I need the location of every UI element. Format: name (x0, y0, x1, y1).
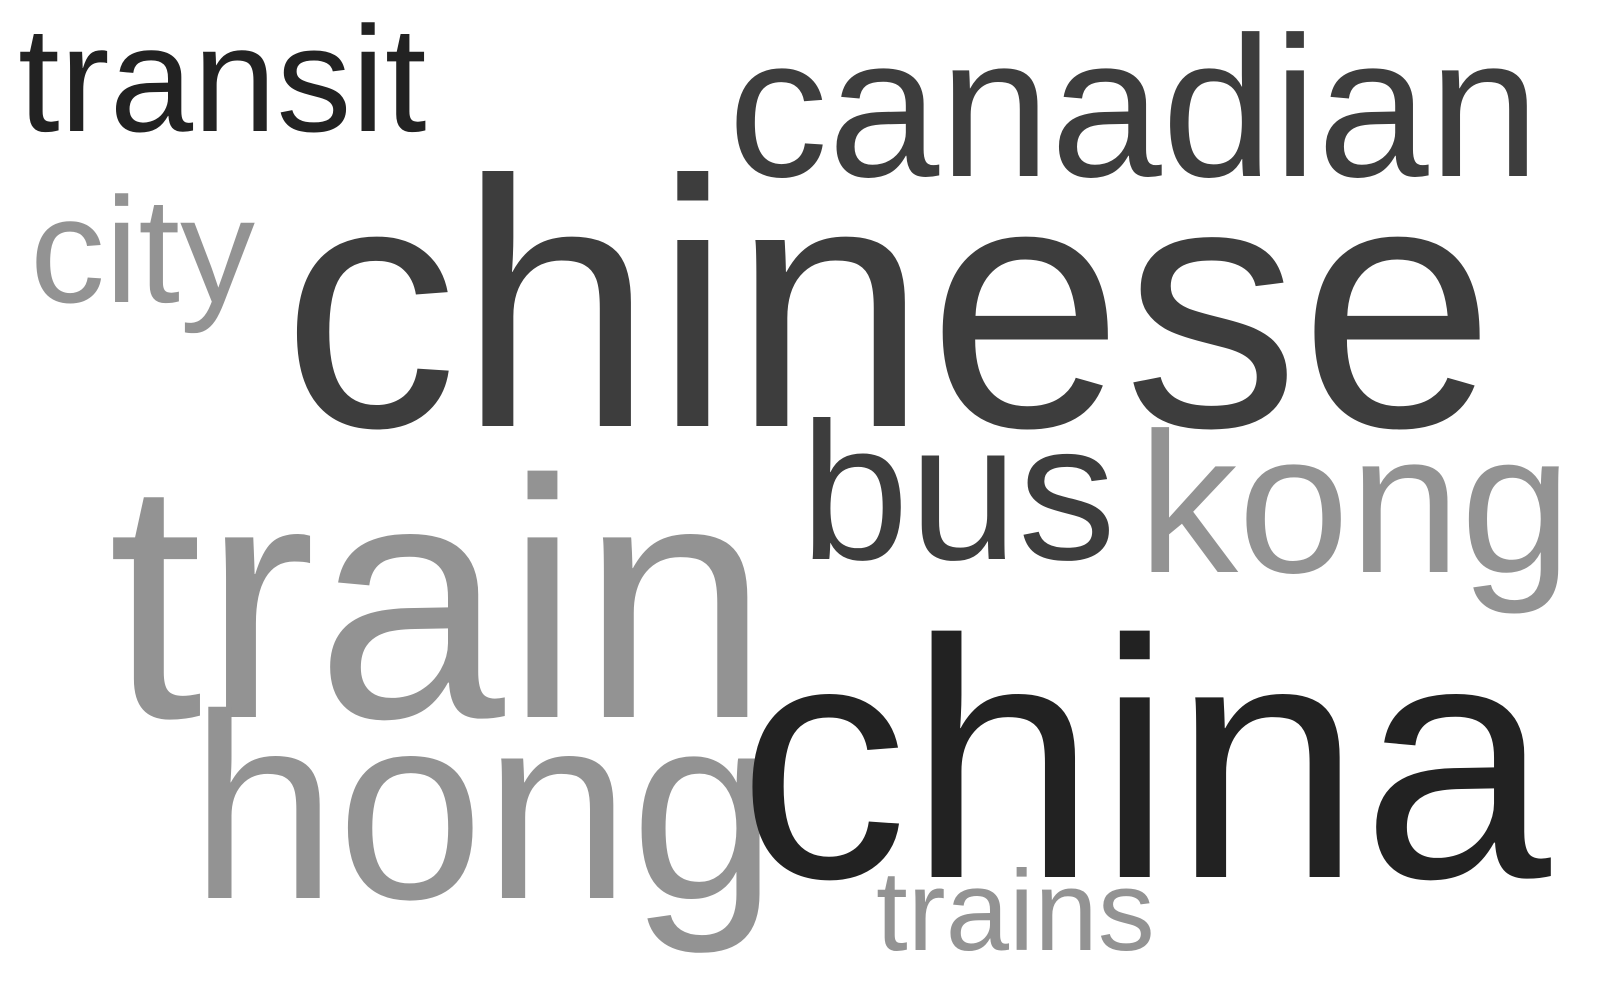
word-bus: bus (800, 382, 1117, 601)
word-china: china (738, 570, 1551, 950)
word-chinese: chinese (282, 107, 1496, 501)
word-canadian: canadian (728, 0, 1540, 219)
word-city: city (30, 166, 255, 334)
word-train: train (108, 410, 770, 790)
word-kong: kong (1138, 392, 1572, 615)
word-transit: transit (18, 0, 427, 163)
word-hong: hong (190, 659, 778, 954)
word-trains: trains (876, 848, 1155, 975)
